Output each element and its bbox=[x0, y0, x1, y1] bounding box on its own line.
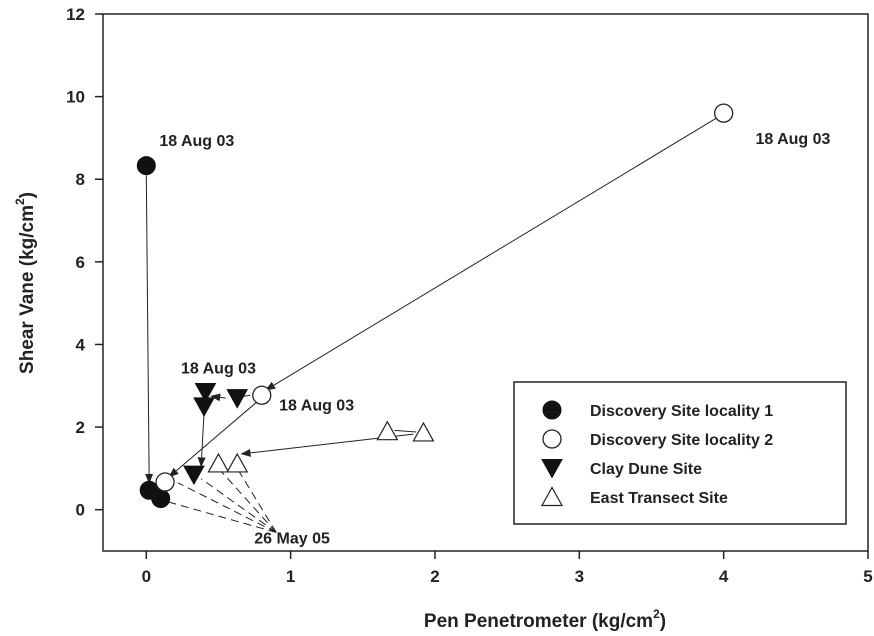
data-point bbox=[151, 489, 171, 509]
dashed-leader bbox=[163, 500, 277, 533]
dashed-leader bbox=[236, 468, 277, 533]
x-axis-label-end: ) bbox=[660, 611, 666, 632]
y-tick-label: 4 bbox=[76, 335, 86, 354]
data-point bbox=[136, 156, 156, 176]
legend-label: Discovery Site locality 2 bbox=[590, 432, 773, 449]
arrow bbox=[210, 393, 226, 402]
legend-label: Clay Dune Site bbox=[590, 461, 702, 478]
annotation-label: 18 Aug 03 bbox=[755, 131, 830, 148]
data-point bbox=[412, 421, 435, 442]
annotations: 18 Aug 03 18 Aug 03 18 Aug 03 18 Aug 03 26 M… bbox=[159, 131, 830, 547]
dashed-leader bbox=[177, 482, 277, 533]
plot-frame bbox=[102, 13, 869, 552]
x-tick-label: 5 bbox=[863, 567, 872, 586]
legend-label: East Transect Site bbox=[590, 490, 728, 507]
data-point bbox=[714, 103, 734, 123]
legend-marker bbox=[542, 400, 562, 420]
connector-line bbox=[394, 429, 417, 433]
data-point bbox=[183, 465, 205, 486]
dashed-leader bbox=[200, 478, 277, 533]
data-points bbox=[136, 103, 734, 509]
legend: Discovery Site locality 1 Discovery Site … bbox=[513, 381, 847, 525]
annotation-label: 18 Aug 03 bbox=[159, 133, 234, 150]
data-point bbox=[226, 452, 249, 473]
annotation-label: 18 Aug 03 bbox=[181, 360, 256, 377]
arrow bbox=[265, 117, 717, 391]
data-point bbox=[194, 382, 217, 403]
y-axis-label-sup: 2 bbox=[13, 198, 27, 205]
y-tick-label: 12 bbox=[66, 5, 85, 24]
y-axis-label-end: ) bbox=[17, 192, 38, 198]
data-point bbox=[376, 420, 399, 441]
x-tick-label: 0 bbox=[142, 567, 151, 586]
legend-box bbox=[513, 381, 847, 525]
dashed-leader bbox=[218, 468, 277, 533]
x-axis-label: Pen Penetrometer (kg/cm2) bbox=[424, 607, 666, 632]
data-point bbox=[252, 385, 272, 405]
y-axis-label-main: Shear Vane (kg/cm bbox=[17, 205, 38, 374]
x-tick-label: 1 bbox=[286, 567, 295, 586]
data-point bbox=[155, 472, 175, 492]
x-tick-label: 2 bbox=[430, 567, 439, 586]
arrow bbox=[145, 175, 154, 484]
y-axis-label: Shear Vane (kg/cm2) bbox=[13, 192, 38, 374]
data-point bbox=[193, 397, 215, 417]
legend-label: Discovery Site locality 1 bbox=[590, 403, 773, 420]
legend-marker bbox=[542, 429, 562, 449]
annotation-label: 26 May 05 bbox=[254, 531, 330, 548]
x-axis-label-sup: 2 bbox=[653, 607, 660, 621]
y-tick-label: 0 bbox=[76, 501, 85, 520]
y-tick-label: 2 bbox=[76, 418, 85, 437]
arrow bbox=[168, 401, 258, 478]
x-tick-label: 4 bbox=[719, 567, 729, 586]
arrows bbox=[145, 117, 717, 533]
y-tick-label: 6 bbox=[76, 253, 85, 272]
y-tick-label: 8 bbox=[76, 170, 85, 189]
x-axis-label-main: Pen Penetrometer (kg/cm bbox=[424, 611, 653, 632]
legend-marker bbox=[540, 486, 564, 507]
legend-items: Discovery Site locality 1 Discovery Site … bbox=[540, 400, 773, 507]
legend-marker bbox=[541, 459, 563, 479]
x-tick-label: 3 bbox=[575, 567, 584, 586]
data-point bbox=[226, 389, 249, 409]
arrow bbox=[197, 412, 206, 468]
annotation-label: 18 Aug 03 bbox=[279, 398, 354, 415]
data-point bbox=[207, 452, 230, 473]
y-tick-label: 10 bbox=[66, 88, 85, 107]
